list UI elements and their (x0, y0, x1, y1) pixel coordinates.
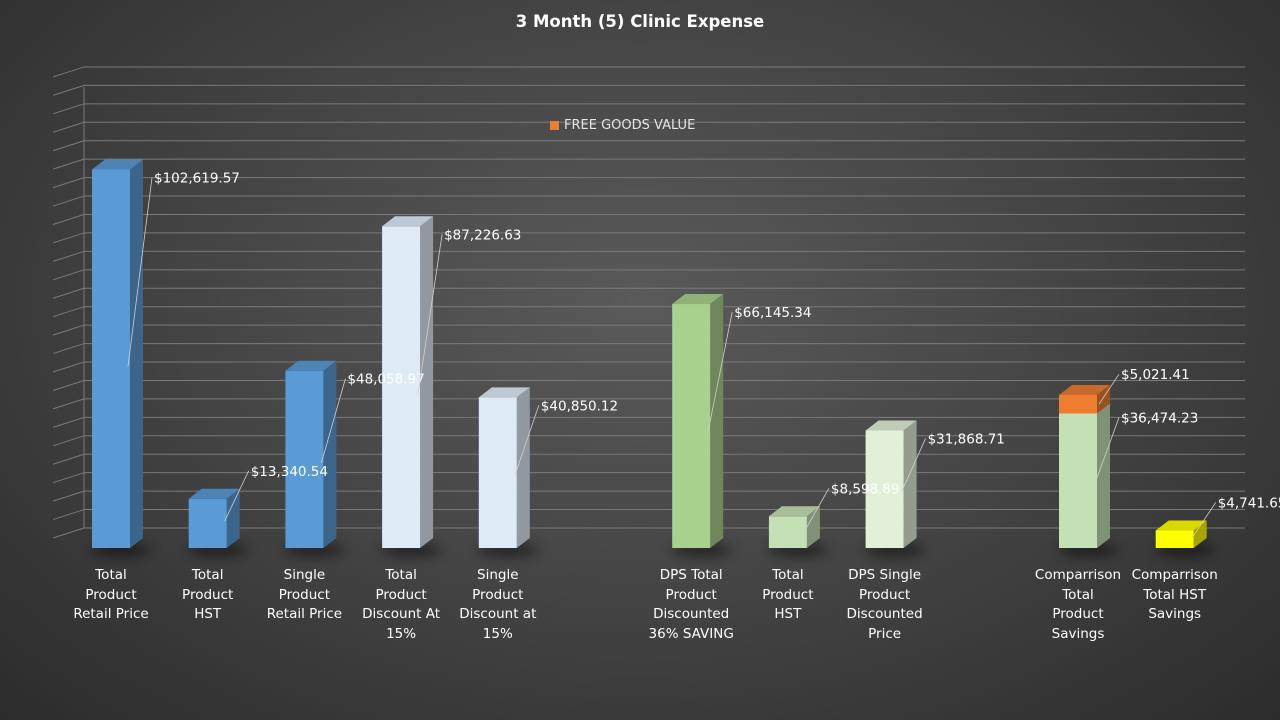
gridline-side (52, 287, 85, 299)
bar-top (865, 420, 917, 431)
category-label: DPS Single Product Discounted Price (846, 567, 923, 642)
category-label: Single Product Retail Price (266, 567, 343, 622)
bar-front (1059, 413, 1097, 548)
bar-value-label: $13,340.54 (251, 464, 328, 480)
gridline-side (52, 158, 85, 170)
gridline-side (52, 509, 85, 521)
bar-side (323, 360, 337, 548)
bar-value-label-leader (321, 378, 346, 464)
bar-top (478, 387, 530, 398)
gridline-side (52, 435, 85, 447)
stacked-bar-top (1059, 384, 1110, 395)
gridline-side (52, 324, 85, 336)
bar-side (130, 159, 143, 548)
bar-value-label-leader (804, 488, 830, 531)
gridline-side (52, 250, 85, 262)
bar-value-label: $102,619.57 (154, 171, 240, 187)
bar-value-label: $36,474.23 (1121, 410, 1198, 426)
bar-front (768, 516, 807, 548)
bar-side (1193, 520, 1207, 548)
bar-top (768, 506, 820, 517)
bar-value-label-leader (514, 405, 540, 476)
bar-side (710, 294, 724, 548)
gridline-side (52, 379, 85, 391)
gridline-side (52, 398, 85, 410)
gridline-side (52, 453, 85, 465)
bar-side (1097, 403, 1110, 548)
gridline-side (52, 306, 85, 318)
gridline-side (52, 195, 85, 207)
gridlines (52, 66, 1245, 539)
category-label: Comparrison Total Product Savings (1034, 567, 1122, 642)
gridline-side (52, 269, 85, 281)
bar-front (285, 370, 324, 548)
bar-value-label-leader (707, 311, 733, 431)
bar-value-label-leader (127, 177, 153, 367)
chart-title: 3 Month (5) Clinic Expense (516, 12, 764, 31)
bar-top (382, 216, 434, 227)
bar-value-label: $40,850.12 (541, 398, 618, 414)
category-label: Total Product Discount At 15% (362, 567, 441, 642)
gridline-side (52, 66, 85, 78)
gridline-side (52, 232, 85, 244)
bar-top (188, 488, 240, 499)
gridline-side (52, 416, 85, 428)
bar-value-label-leader (901, 438, 926, 492)
bar-value-label: $4,741.65 (1218, 496, 1280, 512)
bar-value-label: $66,145.34 (734, 305, 811, 321)
bar-front (1155, 530, 1194, 548)
bar-value-label-leader (1191, 502, 1217, 539)
gridline-side (52, 177, 85, 189)
gridline-side (52, 84, 85, 96)
bar-top (1155, 520, 1207, 531)
gridline-side (52, 140, 85, 152)
bar-side (806, 506, 820, 548)
bar-side (420, 216, 434, 548)
bars (91, 159, 1215, 556)
gridline-side (52, 527, 85, 539)
legend-label: FREE GOODS VALUE (564, 118, 696, 133)
data-labels: $102,619.57 $13,340.54 $48,058.97 $87,226.6… (127, 171, 1280, 539)
category-label: Comparrison Total HST Savings (1131, 567, 1218, 622)
legend: FREE GOODS VALUE (550, 118, 695, 133)
stack-value-label: $5,021.41 (1121, 367, 1190, 383)
gridline-side (52, 103, 85, 115)
bar-front (478, 397, 517, 548)
gridline-side (52, 343, 85, 355)
bar-value-label: $87,226.63 (444, 227, 521, 243)
category-label: DPS Total Product Discounted 36% SAVING (648, 567, 734, 642)
bar-side (903, 420, 917, 548)
bar-front (92, 169, 130, 548)
category-label: Total Product HST (182, 567, 234, 622)
bar-value-label: $48,058.97 (347, 372, 424, 388)
gridline-side (52, 472, 85, 484)
bar-side (516, 387, 530, 548)
gridline-side (52, 214, 85, 225)
gridline-side (52, 361, 85, 373)
bar-front (382, 226, 421, 548)
bar-top (92, 159, 143, 170)
category-label: Total Product Retail Price (73, 567, 149, 622)
stacked-bar-front (1059, 394, 1097, 414)
category-label: Single Product Discount at 15% (459, 567, 537, 642)
bar-front (865, 430, 904, 548)
gridline-side (52, 121, 85, 133)
bar-side (226, 488, 240, 548)
bar-value-label-leader (224, 470, 250, 522)
bar-value-label-leader (1094, 417, 1120, 484)
bar-top (285, 360, 337, 371)
bar-value-label-leader (417, 234, 443, 394)
bar-top (672, 294, 724, 305)
legend-swatch (550, 121, 559, 130)
bar-value-label: $8,598.89 (831, 481, 900, 497)
gridline-side (52, 490, 85, 502)
category-label: Total Product HST (762, 567, 814, 622)
bar-front (188, 498, 227, 548)
bar-value-label: $31,868.71 (928, 431, 1005, 447)
stack-value-label-leader (1098, 373, 1120, 405)
bar-front (672, 304, 711, 548)
